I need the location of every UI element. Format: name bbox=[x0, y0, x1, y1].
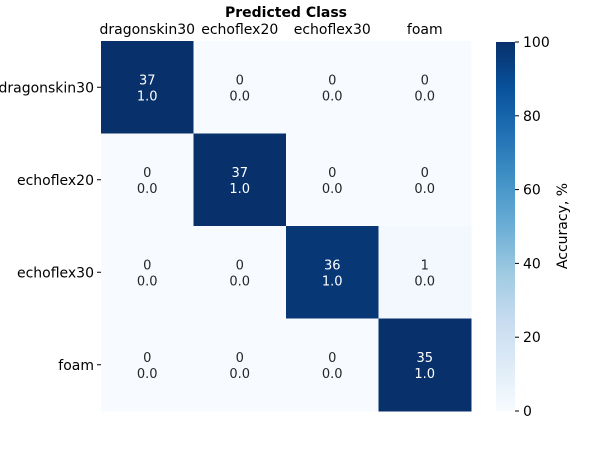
cell-count-label: 35 bbox=[416, 351, 433, 366]
cell-count-label: 0 bbox=[143, 258, 151, 273]
cell-fraction-label: 1.0 bbox=[137, 89, 158, 104]
cell-count-label: 0 bbox=[421, 166, 429, 181]
colorbar-label: Accuracy, % bbox=[555, 183, 571, 269]
heatmap-cell bbox=[286, 318, 379, 412]
heatmap-cell bbox=[193, 318, 287, 412]
cell-fraction-label: 0.0 bbox=[414, 182, 435, 197]
cell-count-label: 0 bbox=[143, 351, 151, 366]
cell-count-label: 0 bbox=[421, 73, 429, 88]
heatmap-cell bbox=[193, 41, 287, 134]
cell-fraction-label: 0.0 bbox=[137, 274, 158, 289]
heatmap-cell bbox=[286, 226, 379, 319]
column-tick-labels: dragonskin30 echoflex20 echoflex30 foam bbox=[99, 22, 442, 38]
heatmap-cell bbox=[378, 226, 472, 319]
cell-count-label: 0 bbox=[236, 73, 244, 88]
colorbar-tick-label: 20 bbox=[523, 330, 541, 346]
row-tick-labels: dragonskin30 echoflex20 echoflex30 foam bbox=[0, 80, 101, 374]
chart-title: Predicted Class bbox=[225, 5, 347, 21]
cell-count-label: 0 bbox=[143, 166, 151, 181]
cell-fraction-label: 0.0 bbox=[229, 274, 250, 289]
cell-count-label: 0 bbox=[328, 73, 336, 88]
cell-count-label: 37 bbox=[231, 166, 248, 181]
cell-fraction-label: 0.0 bbox=[229, 367, 250, 382]
heatmap-cell bbox=[286, 133, 379, 227]
cell-fraction-label: 0.0 bbox=[414, 89, 435, 104]
heatmap-cell bbox=[101, 226, 194, 319]
row-tick-label: echoflex20 bbox=[17, 173, 94, 189]
cell-count-label: 0 bbox=[328, 351, 336, 366]
cell-count-label: 1 bbox=[421, 258, 429, 273]
column-tick-label: echoflex20 bbox=[201, 22, 278, 38]
cell-fraction-label: 0.0 bbox=[137, 367, 158, 382]
colorbar-tick-label: 0 bbox=[523, 404, 532, 420]
heatmap-cell bbox=[101, 318, 194, 412]
cell-fraction-label: 0.0 bbox=[322, 182, 343, 197]
colorbar-ticks: 0 20 40 60 80 100 bbox=[515, 35, 550, 420]
heatmap-cell bbox=[193, 226, 287, 319]
heatmap-cell bbox=[101, 133, 194, 227]
heatmap-cell bbox=[286, 41, 379, 134]
column-tick-label: echoflex30 bbox=[294, 22, 371, 38]
cell-count-label: 0 bbox=[328, 166, 336, 181]
heatmap-cell bbox=[101, 41, 194, 134]
colorbar-bar bbox=[496, 42, 515, 411]
heatmap-cell bbox=[193, 133, 287, 227]
cell-fraction-label: 0.0 bbox=[414, 274, 435, 289]
cell-count-label: 0 bbox=[236, 258, 244, 273]
row-tick-label: foam bbox=[58, 358, 94, 374]
row-tick-label: echoflex30 bbox=[17, 265, 94, 281]
cell-count-label: 37 bbox=[139, 73, 156, 88]
colorbar-tick-label: 60 bbox=[523, 183, 541, 199]
cell-fraction-label: 0.0 bbox=[322, 89, 343, 104]
colorbar-tick-label: 100 bbox=[523, 35, 550, 51]
cell-fraction-label: 1.0 bbox=[229, 182, 250, 197]
cell-fraction-label: 0.0 bbox=[322, 367, 343, 382]
heatmap-cell bbox=[378, 318, 472, 412]
heatmap-grid: 371.000.000.000.000.0371.000.000.000.000… bbox=[101, 41, 472, 412]
colorbar-tick-label: 40 bbox=[523, 256, 541, 272]
colorbar: 0 20 40 60 80 100 Accuracy, % bbox=[496, 35, 571, 420]
cell-fraction-label: 1.0 bbox=[414, 367, 435, 382]
cell-count-label: 0 bbox=[236, 351, 244, 366]
cell-fraction-label: 1.0 bbox=[322, 274, 343, 289]
heatmap-cell bbox=[378, 133, 472, 227]
colorbar-tick-label: 80 bbox=[523, 109, 541, 125]
column-tick-label: foam bbox=[407, 22, 443, 38]
cell-count-label: 36 bbox=[324, 258, 341, 273]
cell-fraction-label: 0.0 bbox=[229, 89, 250, 104]
row-tick-label: dragonskin30 bbox=[0, 80, 94, 96]
column-tick-label: dragonskin30 bbox=[99, 22, 195, 38]
heatmap-cell bbox=[378, 41, 472, 134]
cell-fraction-label: 0.0 bbox=[137, 182, 158, 197]
